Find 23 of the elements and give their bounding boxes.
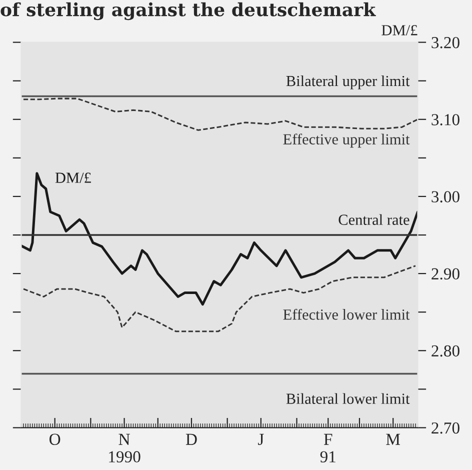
- series-label: DM/£: [55, 172, 91, 183]
- y-tick-label: 2.70: [432, 422, 460, 434]
- y-tick-label: 3.00: [432, 191, 460, 202]
- y-tick-label: 3.10: [432, 114, 460, 126]
- x-tick-label: F 91: [320, 434, 336, 462]
- series-label: Effective lower limit: [283, 308, 410, 320]
- ref-line-label: Bilateral upper limit: [286, 75, 410, 90]
- ref-line-label: Central rate: [338, 214, 410, 225]
- series-label: Effective upper limit: [283, 134, 410, 148]
- line-series: [21, 172, 418, 306]
- y-tick-label: 2.90: [432, 268, 460, 280]
- x-tick-label: D: [186, 434, 197, 445]
- line-series: [22, 265, 416, 332]
- x-tick-label: J: [258, 434, 264, 445]
- x-tick-label: N 1990: [109, 434, 140, 462]
- line-series: [22, 98, 418, 131]
- x-tick-label: O: [50, 434, 60, 445]
- chart-title: of sterling against the deutschemark: [0, 2, 376, 20]
- ref-line-label: Bilateral lower limit: [286, 393, 410, 404]
- y2-axis-title: DM/£: [382, 25, 418, 36]
- x-tick-label: M: [386, 434, 400, 445]
- y-tick-label: 3.20: [432, 37, 460, 48]
- y-tick-label: 2.80: [432, 345, 460, 357]
